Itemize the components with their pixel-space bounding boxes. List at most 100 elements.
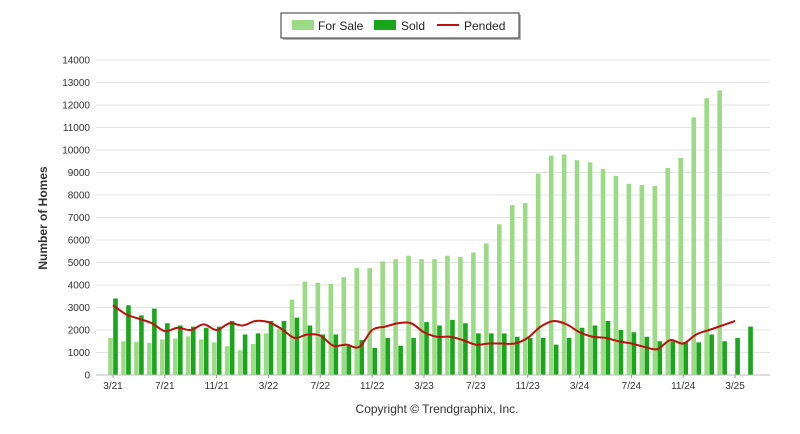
bar-sold [592,325,598,375]
bar-for-sale [263,333,269,375]
bar-sold [683,342,689,375]
pended-line [112,304,736,351]
bar-for-sale [445,255,450,375]
bar-sold [657,341,663,375]
bar-sold [411,337,416,375]
x-tick-label: 11/22 [360,381,385,392]
bar-sold [437,325,442,375]
bar-sold [424,322,429,375]
bar-for-sale [509,205,515,375]
x-tick-label: 7/23 [466,381,486,392]
y-tick-label: 0 [84,371,90,382]
bar-sold [113,298,118,375]
bar-sold [566,337,572,375]
legend-label-sold: Sold [401,19,425,33]
y-tick-label: 10000 [62,146,90,157]
legend-label-for-sale: For Sale [318,19,364,33]
x-tick-label: 11/24 [671,381,696,392]
bar-for-sale [691,117,696,375]
bar-for-sale [406,255,411,375]
legend-label-pended: Pended [464,19,505,33]
bar-sold [139,315,144,375]
bar-sold [631,332,637,375]
x-tick-label: 3/24 [570,381,590,392]
x-tick-label: 11/21 [205,381,230,392]
x-tick-label: 7/21 [155,381,175,392]
bar-for-sale [315,282,321,375]
bar-for-sale [652,186,658,375]
bar-for-sale [665,168,671,375]
bar-sold [385,337,390,375]
bar-for-sale [458,256,463,375]
y-tick-label: 8000 [68,191,91,202]
bar-sold [644,336,650,375]
x-tick-label: 3/23 [414,381,434,392]
y-tick-label: 14000 [62,56,90,67]
bar-sold [398,345,403,375]
bar-sold [450,319,455,375]
y-tick-label: 6000 [68,236,91,247]
bar-for-sale [393,259,398,375]
bar-for-sale [497,224,502,375]
bar-for-sale [639,184,645,375]
bar-sold [165,323,170,375]
bar-for-sale [432,259,437,375]
bar-sold [320,334,326,375]
bar-sold [476,333,481,375]
bar-sold [489,333,494,375]
copyright-text: Copyright © Trendgraphix, Inc. [356,402,519,416]
x-tick-label: 3/21 [103,381,123,392]
legend-swatch-for-sale [292,20,314,30]
bar-sold [735,337,740,375]
bar-for-sale [561,154,567,375]
y-axis-ticks: 1400013000120001100010000900080007000600… [62,56,90,382]
bar-sold [527,337,533,375]
bar-sold [463,323,468,375]
legend: For Sale Sold Pended [280,12,521,40]
bar-for-sale [419,259,424,375]
bar-sold [216,326,222,375]
x-tick-label: 7/22 [311,381,331,392]
bar-sold [553,344,559,375]
bars [108,90,753,375]
x-tick-label: 3/22 [259,381,279,392]
bar-for-sale [484,243,489,375]
bar-sold [229,321,235,375]
bar-sold [748,326,753,375]
bar-sold [190,326,196,375]
bar-for-sale [160,339,165,375]
bar-for-sale [328,283,334,375]
bar-sold [722,341,727,375]
bar-sold [579,327,585,375]
bar-for-sale [134,341,139,375]
bar-sold [605,321,611,375]
bar-for-sale [600,169,606,375]
bar-sold [514,336,520,375]
x-axis-ticks: 3/21 7/21 11/21 3/22 7/22 11/22 3/23 7/23 11/23 3… [103,375,745,392]
x-tick-label: 3/25 [725,381,745,392]
bar-for-sale [276,328,282,375]
bar-for-sale [704,98,709,375]
bar-for-sale [173,338,178,375]
bar-sold [540,337,546,375]
bar-sold [294,317,300,375]
y-tick-label: 4000 [68,281,91,292]
bar-for-sale [224,346,230,375]
bar-sold [255,333,261,375]
bar-for-sale [250,343,256,375]
bar-for-sale [108,337,113,375]
legend-swatch-sold [374,20,396,30]
line-pended [112,304,736,351]
bar-sold [281,321,287,375]
bar-sold [307,325,313,375]
bar-sold [372,348,377,375]
bar-sold [126,305,131,375]
y-tick-label: 3000 [68,303,91,314]
bar-for-sale [471,252,476,375]
bar-sold [152,308,157,375]
bar-for-sale [587,162,593,375]
y-tick-label: 7000 [68,213,91,224]
bar-for-sale [302,281,308,375]
y-tick-label: 11000 [63,123,91,134]
bar-sold [268,321,274,375]
